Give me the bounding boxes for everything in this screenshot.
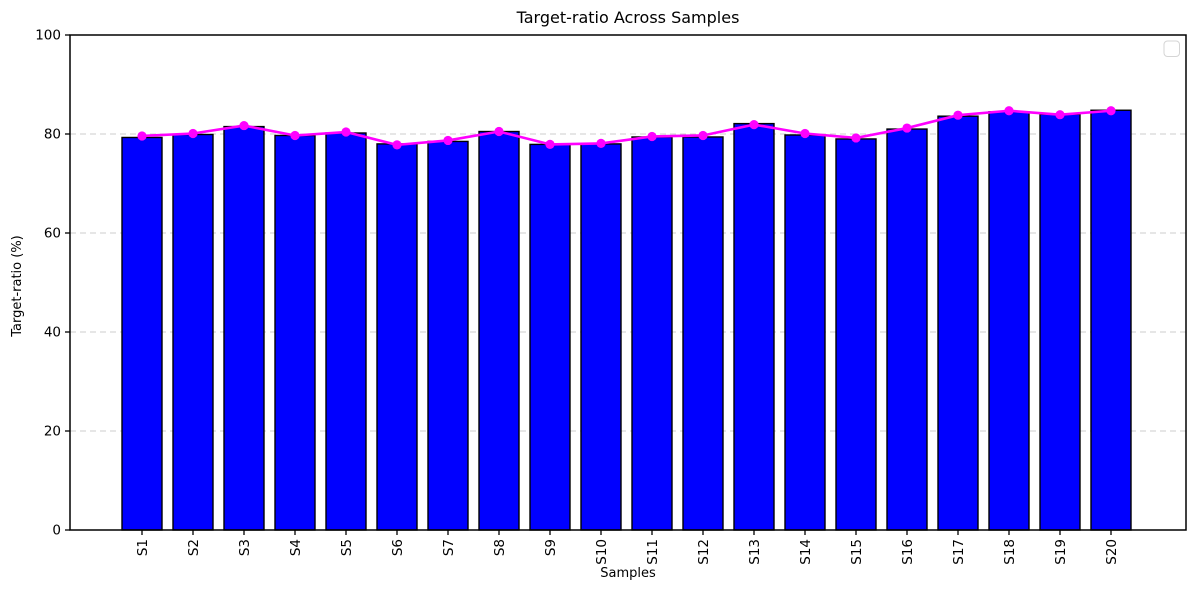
bar-s16 bbox=[886, 128, 928, 531]
x-tick-label: S5 bbox=[339, 539, 355, 556]
y-tick-label: 80 bbox=[44, 127, 61, 143]
line-marker-s7 bbox=[443, 135, 453, 146]
line-marker-s17 bbox=[953, 110, 963, 120]
x-tick-label: S4 bbox=[288, 539, 304, 556]
x-tick-label: S13 bbox=[747, 539, 763, 565]
x-tick-label: S8 bbox=[492, 539, 508, 556]
bar-s5 bbox=[325, 132, 367, 531]
x-tick-label: S6 bbox=[390, 539, 406, 556]
line-marker-s6 bbox=[392, 140, 402, 150]
bar-s9 bbox=[529, 143, 571, 531]
line-marker-s1 bbox=[137, 131, 147, 141]
line-marker-s13 bbox=[749, 119, 759, 130]
x-tick-label: S10 bbox=[594, 539, 610, 565]
bar-s13 bbox=[733, 122, 775, 531]
bar-s14 bbox=[784, 134, 826, 531]
bar-s18 bbox=[988, 111, 1030, 531]
x-tick-label: S11 bbox=[645, 539, 661, 565]
legend-box bbox=[1163, 40, 1180, 57]
bar-s11 bbox=[631, 136, 673, 531]
x-tick-label: S19 bbox=[1053, 539, 1069, 565]
x-tick-label: S1 bbox=[135, 539, 151, 556]
x-tick-label: S2 bbox=[186, 539, 202, 556]
line-marker-s10 bbox=[596, 138, 606, 149]
y-tick-label: 0 bbox=[52, 523, 61, 539]
bar-s10 bbox=[580, 143, 622, 531]
chart-title: Target-ratio Across Samples bbox=[516, 8, 740, 27]
bar-s19 bbox=[1039, 113, 1081, 531]
x-tick-label: S14 bbox=[798, 539, 814, 565]
x-tick-label: S12 bbox=[696, 539, 712, 565]
line-marker-s4 bbox=[290, 130, 300, 141]
bar-s2 bbox=[172, 133, 214, 531]
bar-s7 bbox=[427, 140, 469, 531]
x-tick-label: S20 bbox=[1104, 539, 1120, 565]
bar-s1 bbox=[121, 136, 163, 531]
x-tick-label: S9 bbox=[543, 539, 559, 556]
bar-s8 bbox=[478, 130, 520, 531]
line-marker-s5 bbox=[341, 127, 351, 137]
x-tick-label: S7 bbox=[441, 539, 457, 556]
bar-s6 bbox=[376, 143, 418, 531]
bar-s17 bbox=[937, 115, 979, 531]
line-marker-s2 bbox=[188, 128, 198, 139]
x-tick-label: S15 bbox=[849, 539, 865, 565]
x-tick-label: S16 bbox=[900, 539, 916, 565]
y-tick-label: 60 bbox=[44, 226, 61, 242]
axes-spines bbox=[69, 34, 1187, 531]
y-axis-title-text: Target-ratio (%) bbox=[10, 235, 25, 337]
bar-s15 bbox=[835, 138, 877, 531]
line-marker-s11 bbox=[647, 131, 657, 142]
x-tick-label: S18 bbox=[1002, 539, 1018, 565]
bar-s12 bbox=[682, 136, 724, 531]
x-tick-label: S3 bbox=[237, 539, 253, 556]
x-tick-label: S17 bbox=[951, 539, 967, 565]
y-tick-label: 40 bbox=[44, 325, 61, 341]
bar-s4 bbox=[274, 134, 316, 531]
trend-line bbox=[140, 109, 1113, 147]
line-marker-s8 bbox=[494, 126, 504, 137]
line-marker-s16 bbox=[902, 123, 912, 133]
line-marker-s20 bbox=[1106, 106, 1116, 116]
line-marker-s14 bbox=[800, 128, 810, 139]
bar-s3 bbox=[223, 125, 265, 531]
y-tick-label: 100 bbox=[35, 28, 61, 44]
line-marker-s18 bbox=[1004, 106, 1014, 116]
line-marker-s19 bbox=[1055, 110, 1065, 120]
line-marker-s3 bbox=[239, 120, 249, 131]
line-marker-s15 bbox=[851, 133, 861, 143]
line-marker-s9 bbox=[545, 139, 555, 149]
bar-s20 bbox=[1090, 109, 1132, 531]
y-tick-label: 20 bbox=[44, 424, 61, 440]
line-marker-s12 bbox=[698, 130, 708, 141]
x-axis-title: Samples bbox=[600, 566, 656, 581]
